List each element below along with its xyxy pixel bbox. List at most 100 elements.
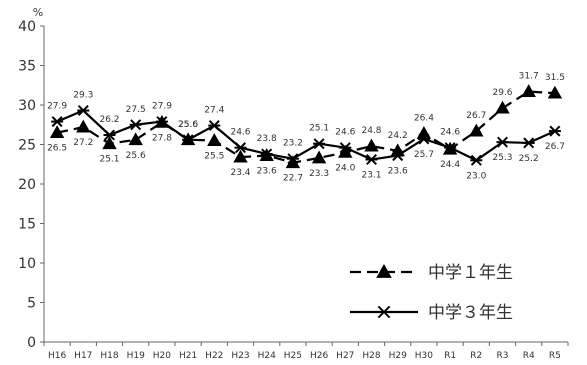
triangle-marker (128, 132, 143, 146)
triangle-marker (311, 150, 327, 164)
data-label: 25.1 (309, 124, 329, 134)
data-label: 23.8 (257, 134, 277, 144)
data-label: 27.8 (152, 133, 172, 143)
x-axis: H16 H17 H18 H19 H20 H21 H22 H23 H24 H25 H26 H27 H28 H… (43, 341, 569, 361)
asterisk-marker (444, 142, 457, 154)
asterisk-marker (182, 134, 195, 146)
asterisk-marker (129, 119, 142, 131)
y-tick-label: 25 (18, 138, 36, 154)
asterisk-marker (286, 153, 299, 165)
y-unit-label: % (33, 6, 43, 19)
data-label: 24.6 (230, 128, 250, 138)
x-tick-label: R2 (470, 351, 482, 361)
data-label: 27.2 (73, 138, 93, 148)
data-label: 29.6 (492, 88, 512, 98)
x-tick-label: R4 (523, 351, 535, 361)
asterisk-marker (103, 129, 116, 141)
triangle-marker (364, 138, 379, 152)
data-label: 26.2 (99, 115, 119, 125)
data-label: 26.4 (414, 113, 434, 123)
data-label: 25.1 (99, 155, 119, 165)
data-label: 31.5 (545, 73, 565, 83)
data-label: 31.7 (519, 72, 539, 82)
series-line-grade1 (56, 90, 555, 164)
data-label: 23.4 (230, 168, 250, 178)
triangle-marker (76, 119, 91, 133)
x-tick-label: R5 (549, 351, 561, 361)
asterisk-marker (496, 136, 509, 148)
y-tick-label: 0 (27, 335, 36, 351)
asterisk-marker (548, 125, 561, 137)
x-tick-label: H17 (74, 351, 92, 361)
asterisk-marker (313, 138, 326, 150)
data-label: 23.1 (361, 171, 381, 181)
asterisk-marker (391, 150, 404, 162)
triangle-marker (233, 149, 248, 163)
triangle-marker (416, 126, 432, 139)
data-label: 26.5 (47, 144, 67, 154)
data-label: 24.8 (361, 126, 381, 136)
x-tick-label: H21 (179, 351, 197, 361)
data-label: 27.9 (47, 102, 67, 112)
x-tick-label: H16 (48, 351, 66, 361)
asterisk-marker (339, 142, 352, 154)
data-label: 24.0 (335, 163, 355, 173)
asterisk-marker (365, 154, 378, 166)
asterisk-marker (155, 116, 168, 128)
asterisk-marker (51, 116, 64, 128)
asterisk-marker (417, 133, 430, 145)
x-tick-label: H19 (127, 351, 145, 361)
x-tick-label: R3 (497, 351, 509, 361)
y-axis: 0 5 10 15 20 25 30 35 40% (18, 6, 45, 351)
asterisk-marker (522, 137, 535, 149)
data-label: 25.3 (492, 153, 512, 163)
data-label: 27.5 (126, 105, 146, 115)
data-label: 25.6 (126, 151, 146, 161)
y-tick-label: 30 (18, 98, 36, 114)
legend-label: 中学３年生 (428, 303, 513, 323)
data-label: 22.7 (283, 174, 303, 184)
asterisk-marker (470, 154, 483, 166)
x-tick-label: R1 (444, 351, 456, 361)
x-tick-label: H27 (336, 351, 354, 361)
triangle-marker (102, 136, 117, 150)
x-tick-label: H28 (362, 351, 380, 361)
asterisk-marker (208, 120, 221, 132)
data-label: 25.6 (178, 120, 198, 130)
y-tick-label: 35 (18, 59, 36, 75)
asterisk-marker (77, 105, 90, 117)
data-label: 23.2 (283, 139, 303, 149)
data-label: 24.6 (440, 128, 460, 138)
data-label: 26.7 (545, 142, 565, 152)
data-label: 25.6 (178, 120, 198, 130)
x-tick-label: H26 (310, 351, 328, 361)
data-label: 25.5 (204, 152, 224, 162)
data-label: 26.7 (466, 111, 486, 121)
data-label: 25.7 (414, 150, 434, 160)
y-tick-label: 15 (18, 217, 36, 233)
data-label: 25.2 (519, 154, 539, 164)
triangle-marker (207, 133, 222, 146)
legend-label: 中学１年生 (428, 263, 513, 283)
y-tick-label: 20 (18, 177, 36, 193)
triangle-marker (338, 144, 353, 158)
triangle-marker (521, 84, 536, 97)
triangle-marker (376, 263, 392, 278)
asterisk-marker (377, 305, 391, 319)
x-tick-label: H29 (389, 351, 407, 361)
triangle-marker (49, 125, 65, 139)
series-layer (49, 84, 563, 169)
data-label: 24.6 (335, 128, 355, 138)
x-tick-label: H22 (205, 351, 223, 361)
data-label: 27.4 (204, 106, 224, 116)
x-tick-label: H30 (415, 351, 433, 361)
data-label: 24.4 (440, 160, 460, 170)
data-label: 29.3 (73, 91, 93, 101)
x-tick-label: H23 (231, 351, 249, 361)
triangle-marker (469, 123, 484, 137)
x-tick-label: H24 (258, 351, 276, 361)
triangle-marker (547, 85, 563, 99)
data-label: 23.6 (388, 167, 408, 177)
